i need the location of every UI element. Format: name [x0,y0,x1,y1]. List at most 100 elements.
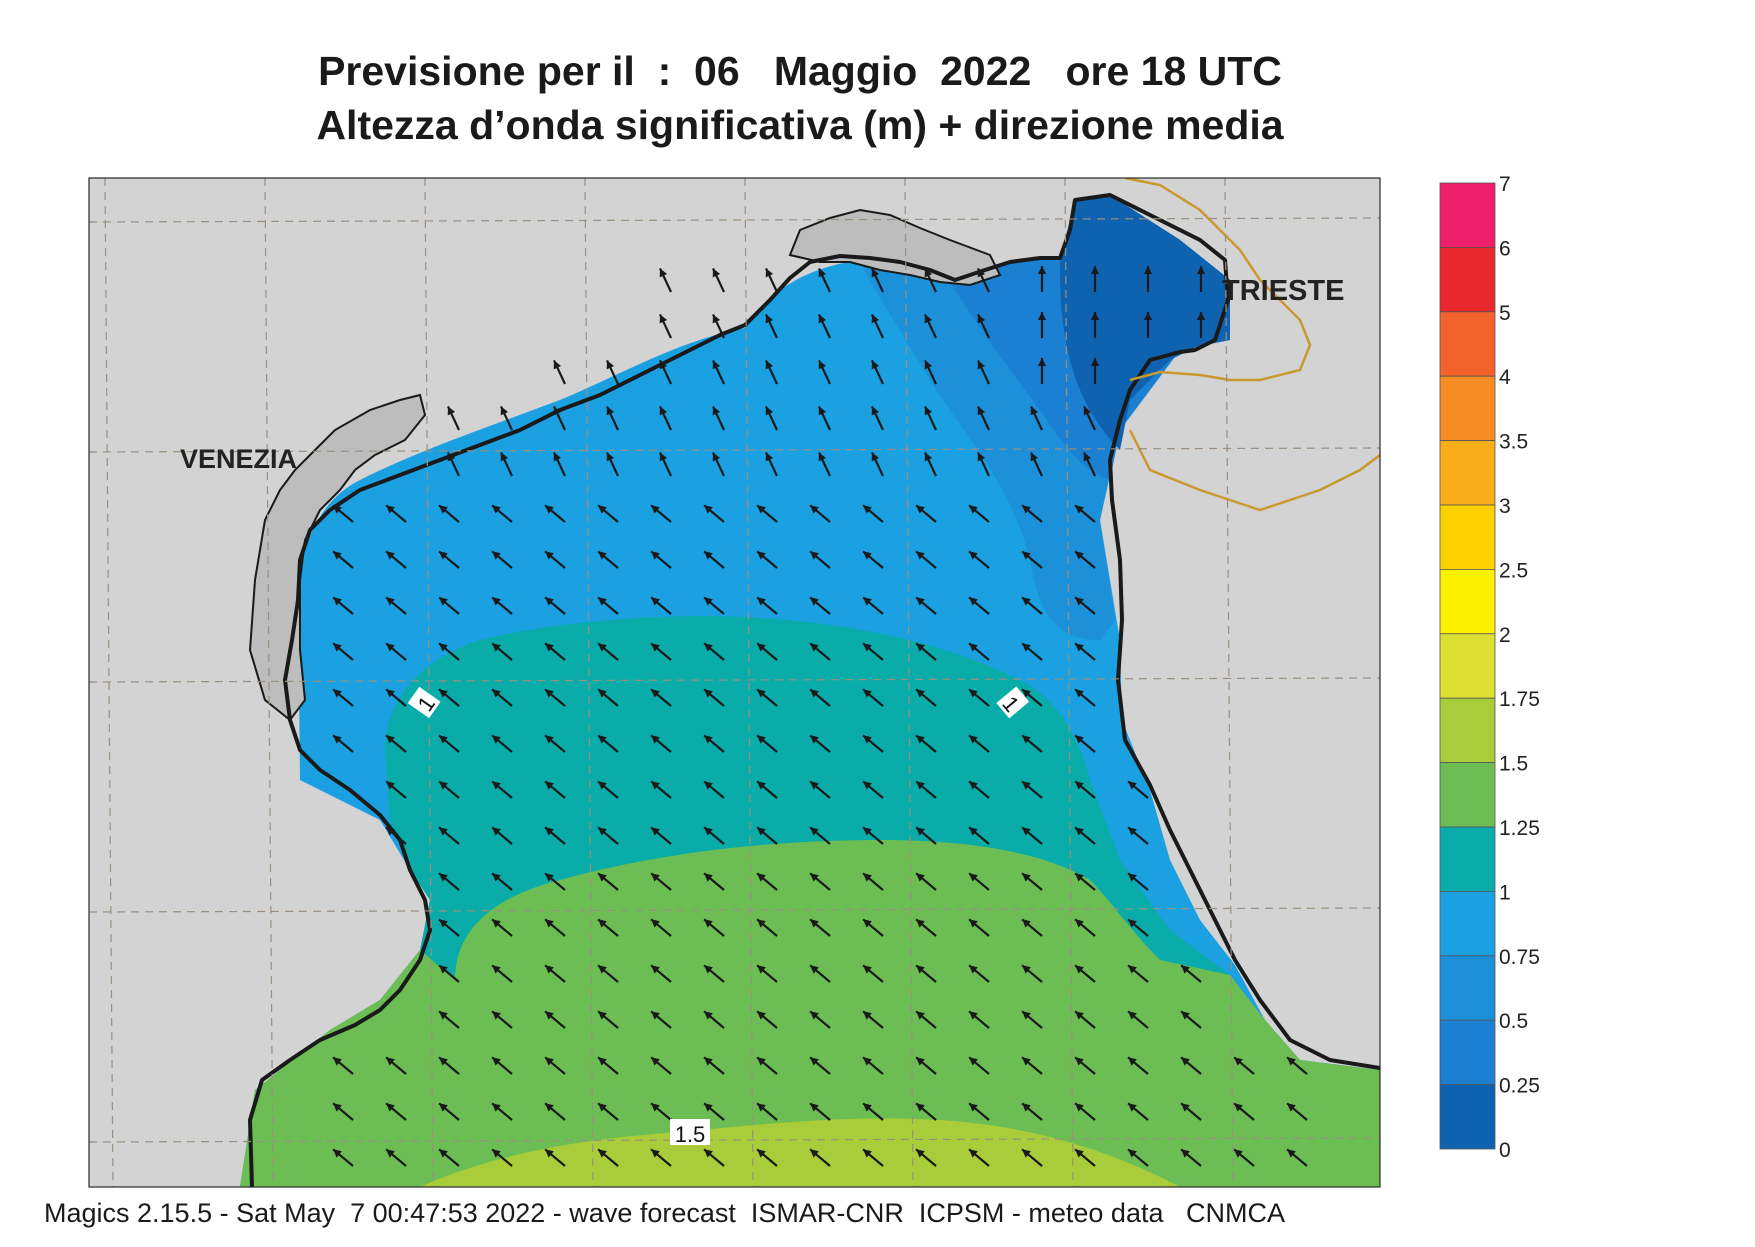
legend-swatch [1439,504,1496,570]
wave-arrow [597,734,619,753]
legend-swatch [1439,697,1496,764]
wave-arrow [1030,451,1043,477]
wave-arrow [438,596,460,615]
city-label-venezia: VENEZIA [180,444,297,474]
wave-arrow [809,1102,831,1121]
wave-arrow [650,1010,672,1029]
wave-arrow [650,1148,672,1167]
wave-arrow [756,780,778,799]
wave-arrow [977,405,990,431]
wave-arrow [862,1010,884,1029]
wave-arrow [597,1056,619,1075]
wave-arrow [659,359,672,385]
wave-arrow [597,780,619,799]
wave-arrow [1021,826,1043,845]
wave-arrow [606,405,619,431]
wave-arrow [438,872,460,891]
wave-arrow [438,734,460,753]
wave-arrow [491,734,513,753]
wave-arrow [915,1102,937,1121]
wave-arrow [659,405,672,431]
legend-label: 0.75 [1499,946,1540,969]
wave-arrow [712,359,725,385]
wave-arrow [703,642,725,661]
wave-arrow [809,918,831,937]
wave-arrow [1074,1056,1096,1075]
city-label-trieste: TRIESTE [1222,275,1344,307]
wave-arrow [597,1148,619,1167]
wave-arrow [385,688,407,707]
legend-label: 3 [1499,495,1511,518]
graticule [89,178,1380,1187]
wave-arrow [1286,1056,1308,1075]
wave-arrow [1021,1056,1043,1075]
wave-arrow [438,642,460,661]
wave-arrow [332,734,354,753]
wave-arrow [1127,964,1149,983]
wave-arrow [1074,596,1096,615]
wave-arrow [650,872,672,891]
wave-arrow [968,1056,990,1075]
wave-arrow [1021,918,1043,937]
wave-arrow [871,267,884,293]
wave-arrow [1030,405,1043,431]
wave-arrow [438,688,460,707]
wave-arrow [491,872,513,891]
wave-arrow [1127,780,1149,799]
wave-arrow [1127,1148,1149,1167]
wave-arrow [1021,504,1043,523]
wave-arrow [1127,1010,1149,1029]
wave-arrow [1090,312,1100,338]
legend-swatch [1439,633,1496,699]
wave-arrow [809,642,831,661]
wave-arrow [818,405,831,431]
graticule-parallel [89,677,1380,683]
wave-arrow [915,964,937,983]
wave-arrow [968,1148,990,1167]
wave-arrow [1074,734,1096,753]
wave-arrow [650,688,672,707]
wave-arrow [544,1010,566,1029]
graticule-meridian [904,178,914,1187]
wave-arrow [862,550,884,569]
legend-label: 0.25 [1499,1075,1540,1098]
wave-arrow [756,1148,778,1167]
wave-arrow [544,1102,566,1121]
wave-arrow [818,451,831,477]
wave-arrow [703,1148,725,1167]
wave-arrow [968,596,990,615]
wave-arrow [703,688,725,707]
graticule-meridian [264,178,274,1187]
legend-label: 0.5 [1499,1010,1528,1033]
wave-arrow [597,1102,619,1121]
wave-arrow [597,550,619,569]
footer-credits: Magics 2.15.5 - Sat May 7 00:47:53 2022 … [44,1198,1285,1228]
wave-arrow [650,826,672,845]
wave-arrow [915,826,937,845]
wave-arrow [491,504,513,523]
wave-arrow [862,734,884,753]
wave-arrow [385,642,407,661]
wave-arrow [332,1056,354,1075]
wave-arrow [650,734,672,753]
wave-arrow [1074,826,1096,845]
wave-arrow [1180,1010,1202,1029]
wave-arrow [818,267,831,293]
wave-arrow [703,918,725,937]
wave-arrow [756,734,778,753]
map-title: Previsione per il : 06 Maggio 2022 ore 1… [318,48,1282,94]
wave-arrow [438,1102,460,1121]
wave-arrow [491,1148,513,1167]
wave-arrow [968,872,990,891]
wave-arrow [650,596,672,615]
wave-arrow [544,780,566,799]
wave-arrow [862,1056,884,1075]
wave-arrow [1074,1010,1096,1029]
wave-arrow [332,642,354,661]
wave-arrow [650,918,672,937]
wave-arrow [756,642,778,661]
wave-arrow [500,405,513,431]
wave-arrow [597,504,619,523]
wave-arrow [1037,358,1047,384]
wave-arrow [491,596,513,615]
